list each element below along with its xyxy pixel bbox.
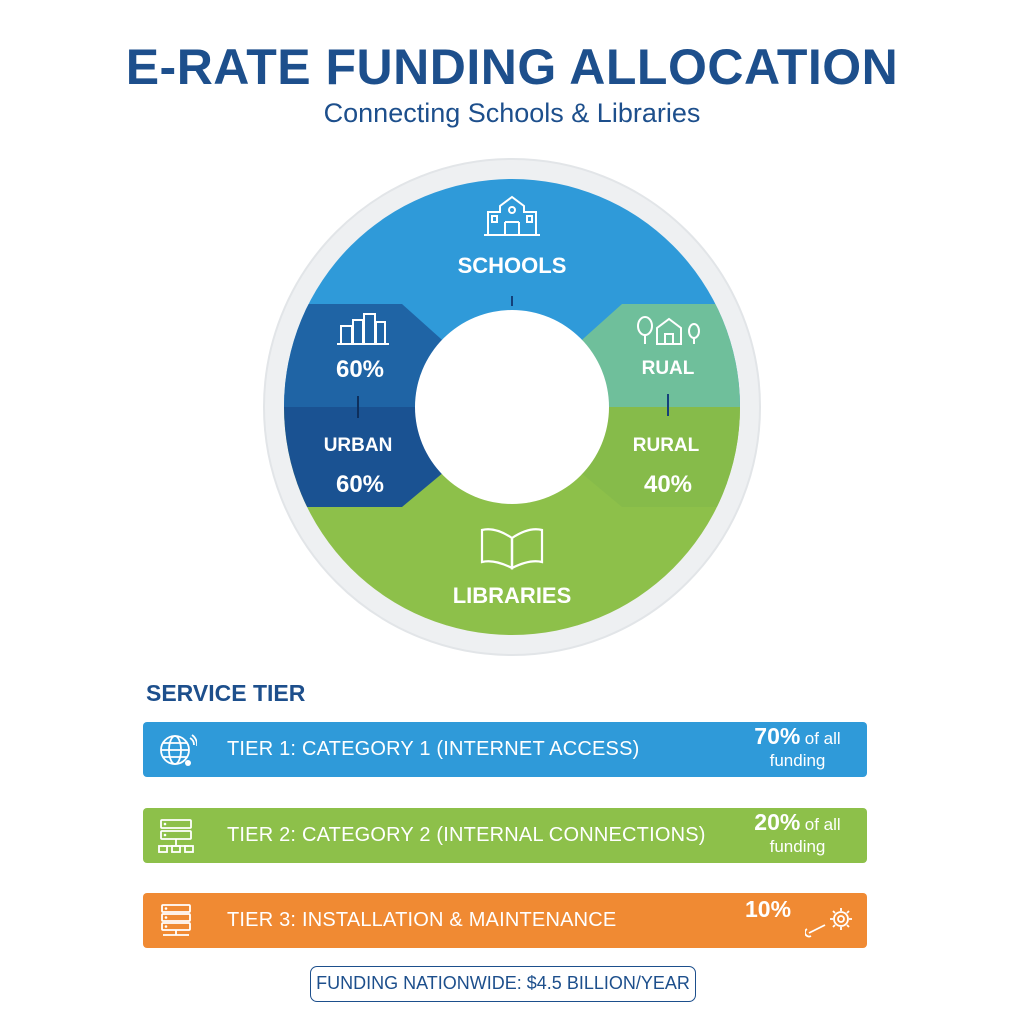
funding-donut-chart: [263, 158, 761, 656]
urban-percent: 60%: [335, 471, 385, 498]
urban-label: URBAN: [323, 435, 393, 456]
tier-1-percent: 70%: [754, 723, 801, 749]
city-buildings-icon: [337, 313, 389, 345]
service-tier-heading: SERVICE TIER: [146, 680, 306, 706]
tier-1-note: funding: [769, 751, 826, 770]
open-book-icon: [480, 528, 544, 570]
tier-2-note: funding: [769, 837, 826, 856]
school-building-icon: [484, 195, 540, 236]
rural-barn-icon: [637, 316, 700, 345]
tier-1-share: 70% of all funding: [740, 723, 855, 771]
urban-percent-top: 60%: [335, 356, 385, 383]
urban-segment-top: [284, 304, 450, 407]
tier-3-percent: 10%: [745, 896, 792, 922]
tier-2-bar: TIER 2: CATEGORY 2 (INTERNAL CONNECTIONS…: [143, 808, 867, 863]
server-icon: [161, 904, 191, 936]
globe-icon: [160, 734, 197, 766]
rural-segment-bottom: [574, 407, 740, 507]
rural-label: RURAL: [632, 435, 700, 456]
libraries-label: LIBRARIES: [452, 583, 572, 608]
rural-label-top: RUAL: [641, 358, 695, 379]
funding-nationwide-box: FUNDING NATIONWIDE: $4.5 BILLION/YEAR: [310, 966, 696, 1002]
tier-1-bar: TIER 1: CATEGORY 1 (INTERNET ACCESS) 70%…: [143, 722, 867, 777]
tier-1-label: TIER 1: CATEGORY 1 (INTERNET ACCESS): [227, 738, 640, 760]
gear-wrench-icon: [805, 908, 852, 938]
tier-2-share: 20% of all funding: [740, 809, 855, 857]
page-subtitle: Connecting Schools & Libraries: [323, 98, 701, 128]
schools-label: SCHOOLS: [457, 253, 567, 278]
tier-2-suffix: of all: [804, 815, 841, 834]
tier-2-percent: 20%: [754, 809, 801, 835]
tier-3-label: TIER 3: INSTALLATION & MAINTENANCE: [227, 909, 617, 931]
tier-3-share: 10%: [745, 896, 805, 923]
tier-2-label: TIER 2: CATEGORY 2 (INTERNAL CONNECTIONS…: [227, 824, 706, 846]
tier-1-suffix: of all: [804, 729, 841, 748]
page-title: E-RATE FUNDING ALLOCATION: [125, 39, 899, 95]
donut-hole: [415, 310, 609, 504]
urban-segment-bottom: [284, 407, 450, 507]
network-icon: [158, 819, 194, 853]
tier-3-bar: TIER 3: INSTALLATION & MAINTENANCE 10%: [143, 893, 867, 948]
rural-percent: 40%: [643, 471, 693, 498]
